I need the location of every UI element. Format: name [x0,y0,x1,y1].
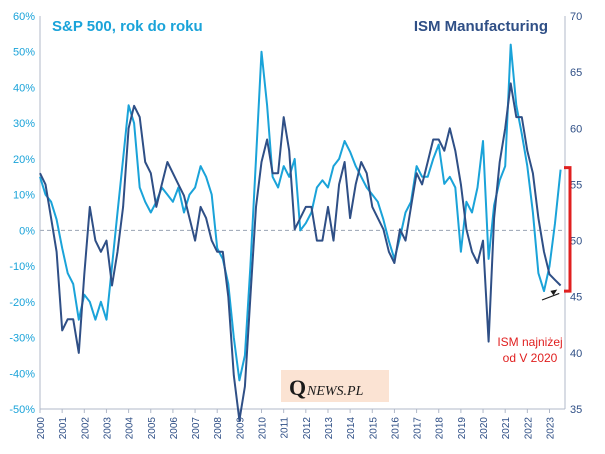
axes: 60% 50% 40% 30% 20% 10% 0% -10% -20% -30% -40% -50%… [9,11,582,439]
x-tick-label: 2014 [346,417,357,440]
x-tick-label: 2001 [58,417,69,440]
y-left-tick-label: 40% [13,82,35,94]
series-lines [39,43,562,422]
x-tick-label: 2023 [545,417,556,440]
x-tick-label: 2015 [368,417,379,440]
x-tick-label: 2009 [235,417,246,440]
y-left-tick-label: 30% [13,118,35,130]
x-tick-label: 2004 [125,417,136,440]
y-left-tick-label: -50% [9,404,35,416]
title-sp500: S&P 500, rok do roku [52,18,203,35]
y-right-tick-label: 50 [570,236,582,248]
y-right-tick-label: 35 [570,404,582,416]
x-tick-label: 2010 [258,417,269,440]
title-ism: ISM Manufacturing [414,18,548,35]
y-right-tick-label: 45 [570,292,582,304]
x-tick-label: 2022 [523,417,534,440]
y-left-tick-label: 0% [19,225,35,237]
x-tick-label: 2019 [457,417,468,440]
y-left-tick-label: 60% [13,11,35,23]
annotation-arrow-head [550,289,558,296]
y-right-tick-label: 40 [570,348,582,360]
y-left-tick-label: -10% [9,261,35,273]
logo-background [281,370,389,402]
x-tick-label: 2000 [36,417,47,440]
x-tick-label: 2020 [479,417,490,440]
x-tick-label: 2006 [169,417,180,440]
x-tick-label: 2003 [102,417,113,440]
annotation-arrow-line [541,292,560,301]
y-left-tick-label: 50% [13,47,35,59]
y-left-tick-label: -30% [9,333,35,345]
y-left-tick-label: -40% [9,368,35,380]
x-tick-label: 2005 [147,417,158,440]
series-ism-line [39,82,562,422]
x-tick-label: 2018 [435,417,446,440]
annotation-text-line1: ISM najniżej [497,335,562,349]
series-sp500-line [39,43,562,382]
annotation: ISM najniżej od V 2020 [497,166,572,365]
x-tick-label: 2002 [80,417,91,440]
y-right-tick-label: 60 [570,123,582,135]
qnews-logo: Q NEWS.PL [281,370,389,402]
x-tick-label: 2017 [413,417,424,440]
x-tick-label: 2008 [213,417,224,440]
y-left-tick-label: 20% [13,154,35,166]
logo-letter: Q [289,375,306,400]
y-right-tick-label: 55 [570,179,582,191]
y-right-tick-label: 65 [570,67,582,79]
y-left-tick-label: -20% [9,297,35,309]
annotation-bracket [564,166,572,293]
logo-text: NEWS.PL [306,384,364,399]
x-tick-label: 2016 [390,417,401,440]
x-tick-label: 2007 [191,417,202,440]
x-tick-label: 2013 [324,417,335,440]
x-tick-label: 2012 [302,417,313,440]
x-tick-label: 2011 [280,417,291,439]
x-tick-label: 2021 [501,417,512,440]
y-left-tick-label: 10% [13,190,35,202]
y-right-tick-label: 70 [570,11,582,23]
annotation-text-line2: od V 2020 [503,351,558,365]
